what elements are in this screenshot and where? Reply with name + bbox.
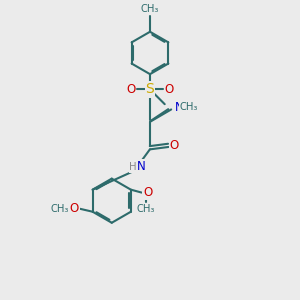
Text: O: O — [169, 139, 179, 152]
Text: CH₃: CH₃ — [141, 4, 159, 14]
Text: O: O — [70, 202, 79, 215]
Text: O: O — [143, 186, 152, 199]
Text: H: H — [130, 162, 137, 172]
Text: CH₃: CH₃ — [179, 102, 198, 112]
Text: CH₃: CH₃ — [50, 204, 69, 214]
Text: O: O — [165, 83, 174, 96]
Text: S: S — [146, 82, 154, 96]
Text: NH: NH — [175, 101, 192, 114]
Text: O: O — [126, 83, 135, 96]
Text: CH₃: CH₃ — [137, 204, 155, 214]
Text: N: N — [137, 160, 146, 173]
